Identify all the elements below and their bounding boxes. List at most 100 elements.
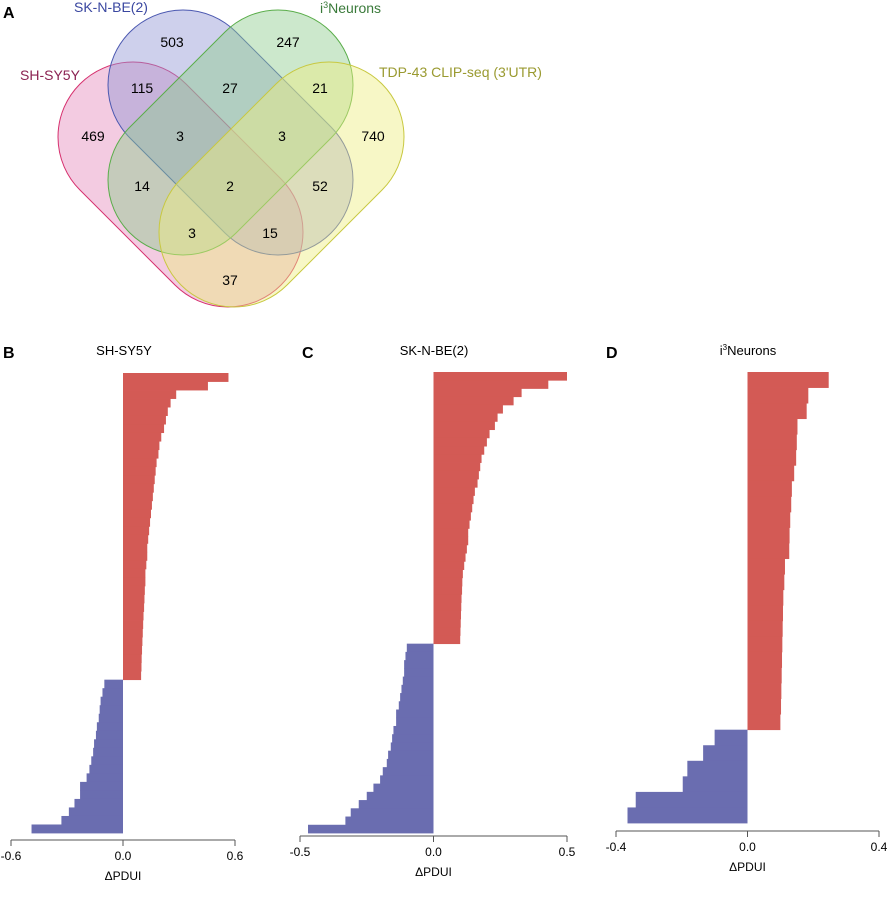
bar (123, 432, 162, 442)
x-axis-label: ΔPDUI (729, 860, 766, 874)
bar (747, 496, 792, 513)
bar (747, 558, 785, 575)
venn-region-count: 2 (226, 178, 234, 194)
bar (396, 709, 434, 719)
bar (390, 742, 434, 752)
bar (402, 676, 434, 686)
bar (93, 747, 123, 757)
bar (433, 372, 567, 381)
bar (98, 713, 123, 723)
bar (386, 758, 434, 768)
bar (747, 527, 790, 544)
bar (31, 824, 123, 834)
bar (68, 807, 123, 817)
bar (747, 543, 790, 560)
bar (433, 380, 549, 389)
bar (80, 781, 123, 791)
bar (747, 480, 792, 497)
bar (123, 381, 208, 391)
venn-label-sk-n-be2: SK-N-BE(2) (74, 0, 148, 15)
x-tick-label: 0.4 (871, 840, 888, 854)
bar (433, 511, 471, 521)
bar (433, 487, 475, 496)
bar (433, 610, 462, 620)
bar (345, 816, 434, 826)
venn-region-count: 740 (361, 128, 385, 144)
bar (392, 734, 434, 743)
venn-region-count: 27 (222, 80, 238, 96)
bar (99, 705, 123, 715)
x-tick-label: -0.5 (290, 845, 311, 859)
bar (123, 517, 151, 527)
panel-label-b: B (3, 345, 15, 362)
bar (747, 651, 783, 668)
x-tick-label: 0.0 (739, 840, 756, 854)
bar (433, 479, 478, 488)
bar (123, 407, 168, 416)
bar (123, 645, 143, 655)
bar (366, 791, 434, 801)
bar (747, 465, 795, 482)
venn-label-tdp43: TDP-43 CLIP-seq (3'UTR) (379, 64, 542, 80)
bar (747, 605, 784, 622)
bar (433, 413, 498, 422)
bar (433, 429, 490, 439)
venn-region-count: 3 (278, 128, 286, 144)
bar (123, 526, 150, 536)
bar (123, 662, 142, 672)
bar (123, 466, 156, 476)
bar (433, 577, 463, 587)
bar (406, 643, 434, 653)
bar (433, 635, 461, 645)
bar (433, 404, 503, 414)
bar (405, 651, 434, 661)
bar (123, 654, 142, 664)
bar (433, 569, 463, 579)
bar (747, 698, 782, 715)
bar (86, 773, 123, 783)
x-tick-label: 0.0 (115, 849, 132, 863)
bar (747, 449, 797, 466)
venn-label-sh-sy5y: SH-SY5Y (20, 67, 81, 83)
bar (123, 500, 152, 510)
bar (433, 544, 467, 554)
bar (308, 824, 434, 834)
bar (433, 528, 469, 538)
venn-region-count: 37 (222, 272, 238, 288)
bar (123, 424, 165, 434)
panel-label-d: D (606, 345, 618, 362)
bar (123, 398, 171, 408)
bar (100, 696, 123, 706)
bar (404, 668, 434, 677)
bar (747, 714, 781, 731)
bar (747, 589, 784, 606)
bar (89, 764, 123, 774)
bar (433, 586, 463, 595)
bar (747, 667, 782, 684)
x-tick-label: 0.5 (559, 845, 576, 859)
panel-label-c: C (302, 345, 314, 362)
bar (747, 511, 791, 528)
bar (123, 492, 153, 502)
bar (123, 611, 144, 621)
bar (404, 660, 434, 669)
bar (123, 483, 154, 493)
bar (123, 551, 148, 561)
bar (123, 373, 229, 382)
bar (123, 620, 144, 629)
bar (433, 536, 469, 546)
bar (433, 594, 462, 603)
chart-title-sk-n-be2: SK-N-BE(2) (400, 343, 469, 358)
bar (433, 520, 470, 529)
bar (123, 568, 146, 578)
venn-region-count: 247 (276, 34, 300, 50)
bar (747, 574, 785, 591)
x-tick-label: -0.6 (1, 849, 22, 863)
bar (433, 388, 522, 398)
x-tick-label: 0.6 (227, 849, 244, 863)
bar (123, 628, 143, 638)
bar (380, 775, 434, 785)
bar (123, 585, 145, 595)
venn-set-tdp43 (158, 61, 405, 308)
